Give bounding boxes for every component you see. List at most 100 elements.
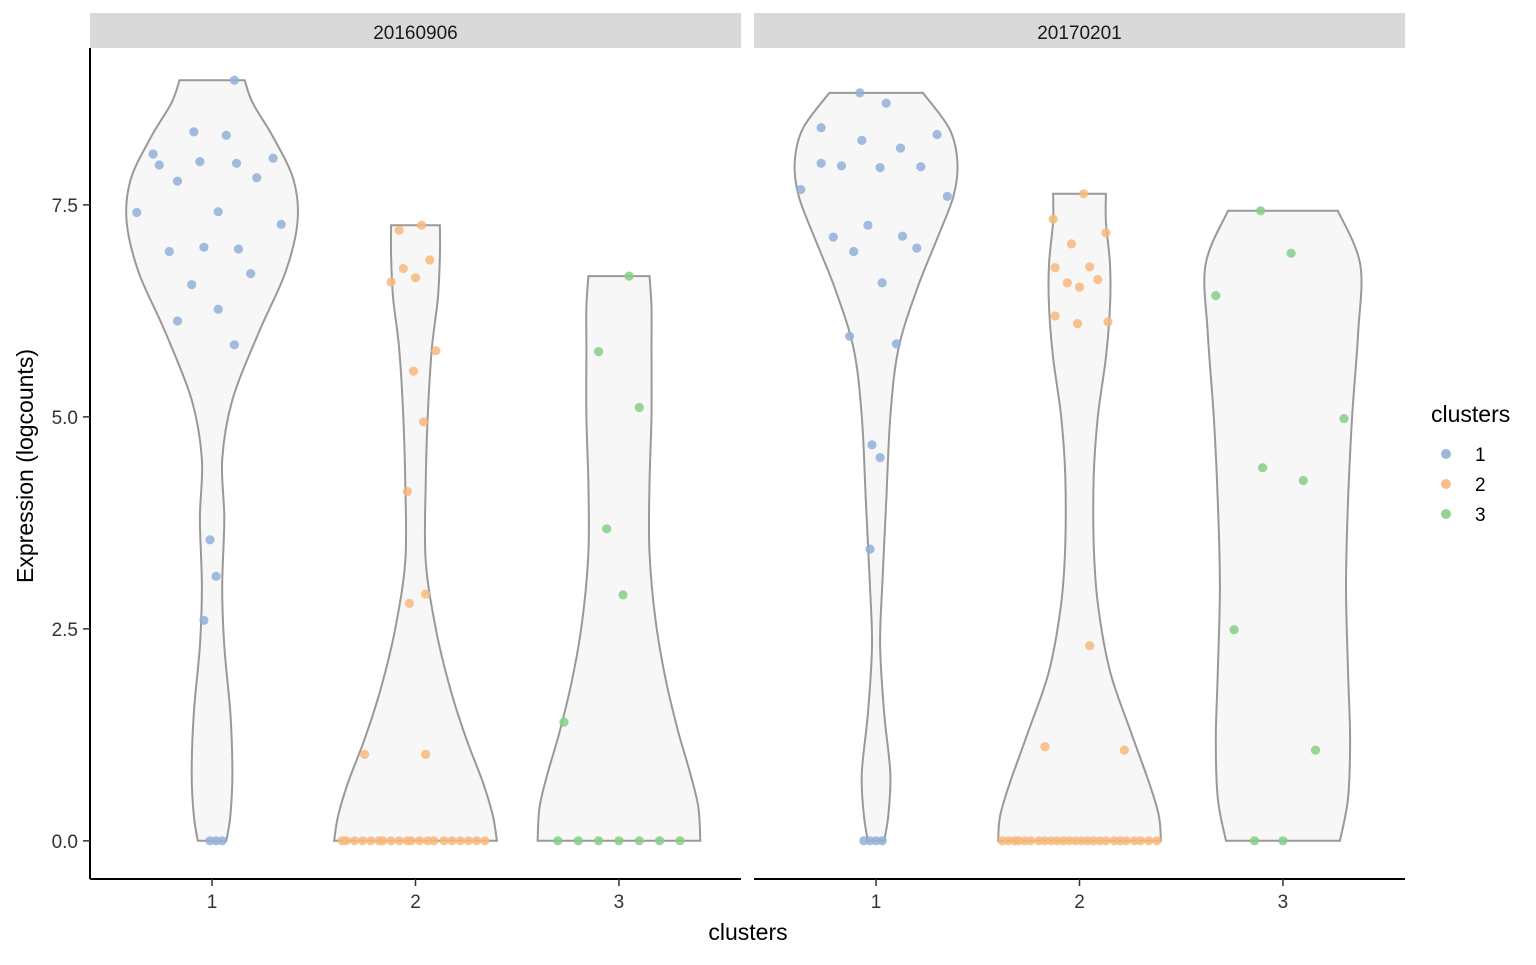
data-point — [425, 255, 435, 265]
data-point — [1249, 836, 1260, 846]
data-point — [1152, 836, 1162, 846]
data-point — [172, 316, 183, 326]
data-point — [480, 836, 490, 846]
data-point — [624, 271, 634, 281]
data-point — [217, 836, 227, 846]
data-point — [1074, 282, 1085, 292]
violin-cluster-2 — [997, 192, 1162, 842]
data-point — [1103, 317, 1113, 327]
data-point — [1079, 189, 1089, 199]
data-point — [655, 836, 665, 846]
data-point — [386, 836, 396, 846]
data-point — [349, 836, 360, 846]
data-point — [408, 366, 419, 376]
data-point — [415, 836, 425, 846]
data-point — [394, 225, 404, 235]
data-point — [877, 836, 887, 846]
data-point — [855, 88, 865, 98]
data-point — [1278, 836, 1288, 846]
data-point — [439, 836, 449, 846]
y-axis: 0.0 2.5 5.0 7.5 — [52, 48, 91, 879]
y-tick-label: 2.5 — [52, 620, 78, 641]
data-point — [132, 207, 142, 218]
legend-label-3: 3 — [1475, 505, 1486, 526]
data-point — [845, 331, 855, 341]
x-axis-label: clusters — [708, 919, 787, 945]
data-point — [1101, 836, 1111, 846]
legend-swatch-2 — [1441, 479, 1451, 489]
data-point — [1339, 414, 1349, 424]
data-point — [1135, 836, 1146, 846]
data-point — [471, 836, 482, 846]
data-point — [1066, 239, 1076, 249]
data-point — [865, 544, 875, 554]
data-point — [189, 127, 199, 137]
violin-cluster-3 — [536, 275, 702, 842]
data-point — [276, 219, 286, 229]
data-point — [148, 149, 158, 159]
data-point — [1211, 291, 1221, 301]
data-point — [417, 220, 427, 230]
data-point — [1310, 745, 1321, 755]
data-point — [877, 278, 887, 288]
data-point — [828, 232, 838, 242]
panel-title: 20170201 — [1037, 23, 1122, 44]
data-point — [573, 836, 583, 846]
data-point — [421, 749, 431, 760]
data-point — [881, 98, 891, 108]
data-point — [912, 243, 922, 253]
data-point — [897, 231, 908, 241]
data-point — [378, 836, 388, 846]
data-point — [195, 157, 205, 167]
data-point — [1062, 278, 1072, 288]
data-point — [1050, 311, 1060, 321]
data-point — [891, 339, 902, 349]
x-tick-label: 2 — [1074, 892, 1085, 913]
violin-cluster-1 — [125, 79, 300, 842]
legend-swatch-1 — [1441, 449, 1451, 459]
data-point — [447, 836, 457, 846]
data-point — [463, 836, 473, 846]
data-point — [916, 162, 926, 172]
data-point — [410, 273, 421, 283]
data-point — [675, 836, 685, 846]
data-point — [816, 158, 826, 168]
data-point — [431, 346, 441, 356]
data-point — [942, 191, 952, 201]
data-point — [154, 160, 164, 170]
panel-title: 20160906 — [373, 23, 458, 44]
data-point — [1085, 262, 1095, 272]
data-point — [187, 280, 197, 290]
legend: clusters 1 2 3 — [1431, 401, 1510, 526]
data-point — [402, 486, 412, 497]
x-tick-label: 3 — [614, 892, 625, 913]
data-point — [1040, 742, 1050, 752]
data-point — [419, 417, 429, 427]
data-point — [386, 277, 396, 287]
data-point — [213, 304, 223, 314]
data-point — [594, 347, 604, 357]
panel-0: 20160906 1 2 3 — [90, 13, 741, 913]
data-point — [875, 453, 885, 463]
data-point — [366, 836, 376, 846]
y-tick-label: 5.0 — [52, 408, 78, 429]
panels-layer: 20160906 1 2 3 20170201 1 2 3 — [90, 13, 1405, 913]
data-point — [932, 129, 942, 140]
data-point — [1048, 214, 1058, 224]
data-point — [1101, 228, 1111, 238]
data-point — [1026, 836, 1036, 846]
data-point — [341, 836, 351, 846]
data-point — [455, 836, 465, 846]
data-point — [406, 836, 416, 846]
data-point — [1258, 463, 1268, 473]
data-point — [602, 524, 612, 534]
data-point — [252, 173, 262, 183]
data-point — [634, 836, 644, 846]
y-axis-label: Expression (logcounts) — [12, 349, 38, 583]
data-point — [836, 161, 847, 171]
data-point — [863, 220, 873, 230]
data-point — [404, 598, 414, 609]
data-point — [199, 615, 209, 626]
